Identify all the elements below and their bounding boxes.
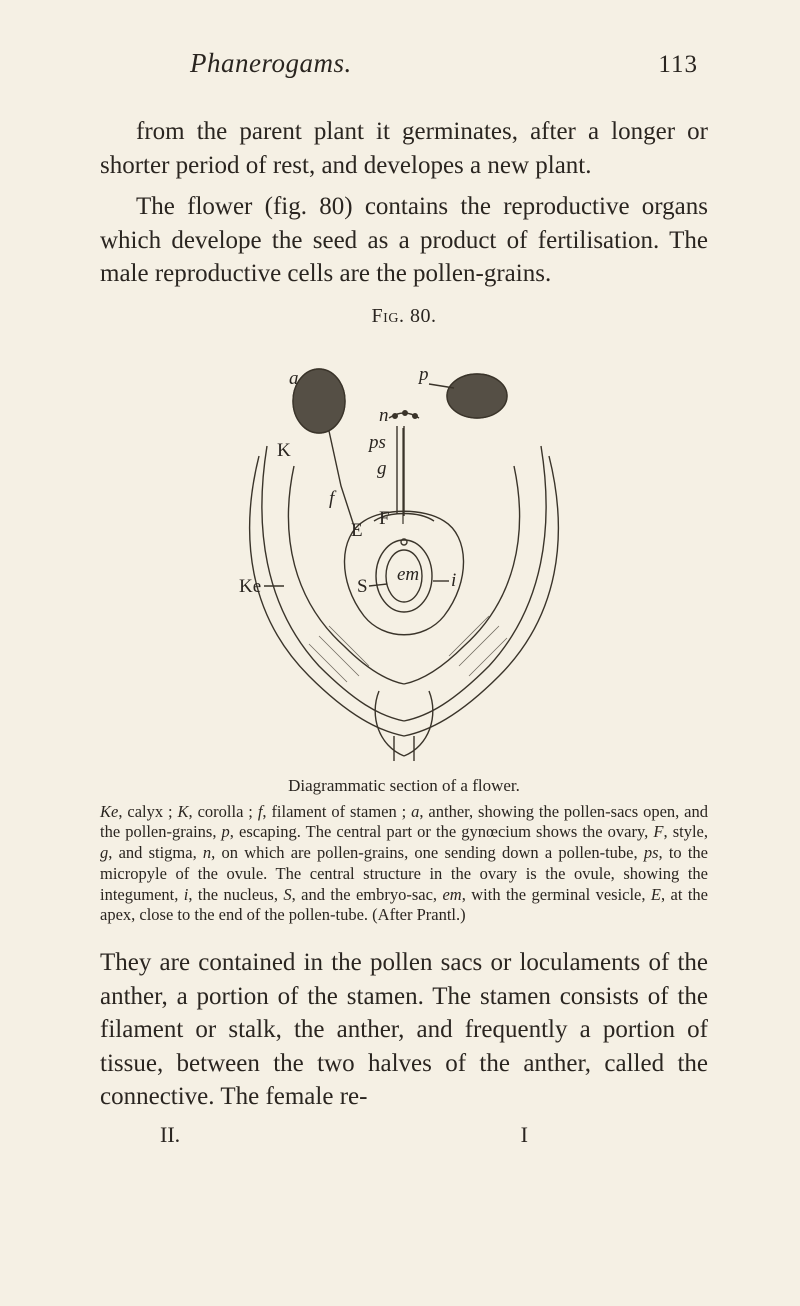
fig-label-E: E [351,520,363,541]
figure-label: Fig. 80. [100,305,708,328]
fig-label-f: f [329,488,337,509]
fig-label-K: K [277,440,291,461]
volume-marker: II. [160,1122,180,1148]
paragraph-1: from the parent plant it germinates, aft… [100,115,708,182]
fig-label-i: i [451,570,456,591]
fig-label-Ke: Ke [239,576,261,597]
figure-caption-body: Ke, calyx ; K, corolla ; f, filament of … [100,802,708,927]
page-footer: II. I [100,1122,708,1148]
fig-label-em: em [397,564,419,585]
figure-caption-title: Diagrammatic section of a flower. [100,776,708,796]
paragraph-3: They are contained in the pollen sacs or… [100,946,708,1114]
fig-label-S: S [357,576,368,597]
figure-diagram: a p n ps g K f F E S em i Ke [100,336,708,766]
page-number: 113 [658,51,698,79]
fig-label-g: g [377,458,387,479]
fig-label-p: p [417,364,429,385]
flower-section-svg: a p n ps g K f F E S em i Ke [219,336,589,766]
fig-label-a: a [289,368,299,389]
fig-label-ps: ps [367,432,386,453]
figure-label-prefix: Fig. [372,305,405,327]
signature-marker: I [521,1122,528,1148]
paragraph-2: The flower (fig. 80) contains the reprod… [100,190,708,291]
fig-label-F: F [379,508,390,529]
figure-label-number: 80. [404,305,436,327]
page-header: Phanerogams. 113 [100,48,708,79]
fig-label-n: n [379,405,389,426]
running-title: Phanerogams. [190,48,352,79]
